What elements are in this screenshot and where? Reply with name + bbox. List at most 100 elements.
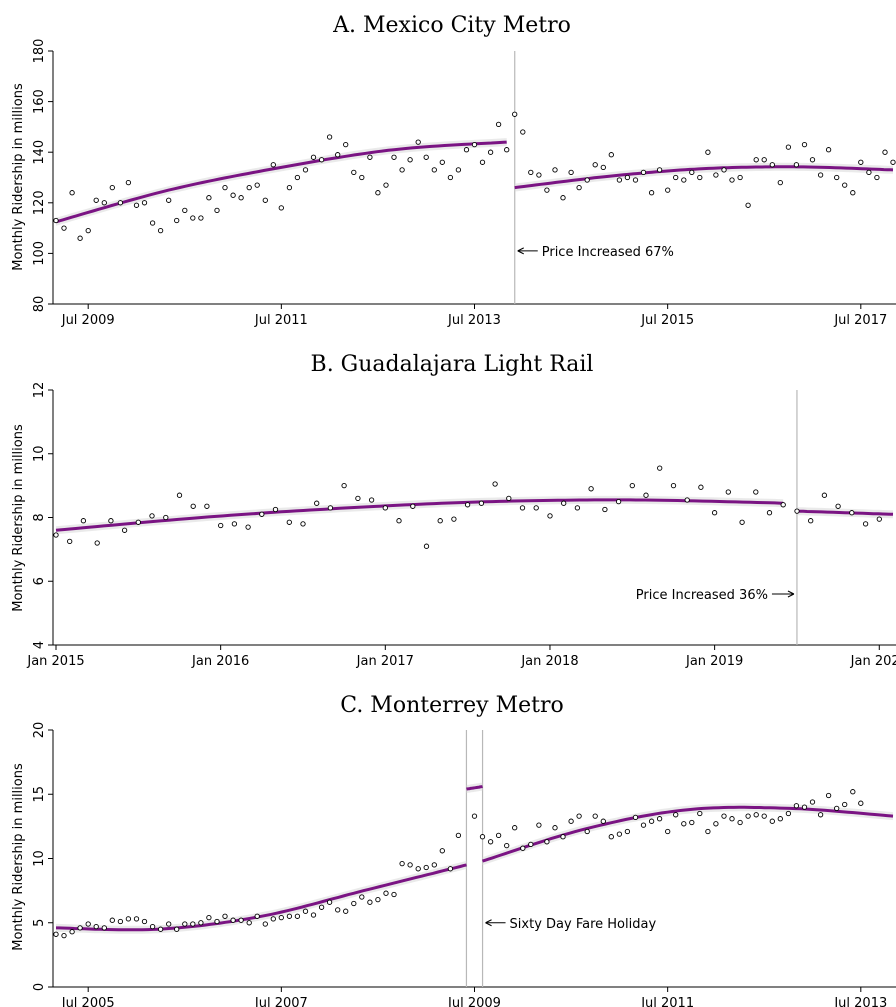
panel-title: A. Mexico City Metro: [332, 13, 571, 38]
data-point: [310, 912, 317, 918]
data-point: [135, 519, 141, 525]
data-point: [850, 789, 856, 795]
x-tick-label: Jan 2016: [191, 654, 249, 669]
data-point: [648, 818, 655, 824]
fit-line: [482, 805, 894, 863]
data-point: [520, 129, 526, 135]
y-tick-label: 140: [32, 140, 47, 165]
data-point: [592, 162, 598, 168]
data-point: [479, 834, 486, 840]
data-point: [270, 916, 276, 922]
data-point: [520, 845, 526, 851]
data-point: [552, 825, 558, 831]
data-point: [218, 522, 224, 529]
data-point: [77, 925, 83, 931]
fit-line: [55, 498, 784, 532]
data-point: [190, 503, 196, 509]
data-point: [643, 492, 649, 498]
data-point: [53, 931, 59, 937]
data-point: [825, 147, 832, 153]
data-point: [684, 497, 690, 503]
data-point: [383, 890, 389, 896]
data-point: [214, 918, 220, 925]
data-point: [176, 492, 183, 498]
data-point: [231, 521, 238, 527]
y-tick-label: 160: [32, 89, 47, 114]
data-point: [478, 500, 485, 506]
x-tick-label: Jul 2009: [447, 996, 501, 1007]
data-point: [108, 518, 114, 524]
x-tick-label: Jul 2013: [447, 313, 501, 328]
data-point: [117, 918, 124, 925]
data-point: [53, 217, 59, 224]
data-point: [238, 917, 244, 923]
data-point: [245, 524, 251, 530]
data-point: [616, 177, 623, 183]
data-point: [182, 921, 188, 927]
data-point: [665, 187, 671, 193]
data-point: [391, 891, 397, 898]
data-point: [793, 803, 800, 809]
data-point: [327, 505, 334, 511]
data-point: [876, 516, 882, 522]
data-point: [785, 144, 792, 150]
x-tick-label: Jul 2015: [640, 313, 694, 328]
data-point: [842, 182, 848, 188]
data-point: [270, 162, 276, 168]
data-point: [608, 834, 614, 840]
data-point: [809, 799, 816, 805]
data-point: [254, 182, 260, 188]
data-point: [94, 540, 100, 546]
data-point: [383, 182, 389, 188]
data-point: [670, 482, 677, 489]
data-point: [584, 177, 590, 183]
data-point: [632, 177, 639, 183]
data-point: [632, 814, 639, 821]
data-point: [182, 207, 188, 214]
data-point: [391, 154, 397, 160]
data-point: [351, 900, 357, 907]
fit-line: [55, 140, 507, 224]
data-point: [447, 866, 454, 872]
data-point: [834, 174, 840, 181]
data-point: [53, 532, 59, 538]
data-point: [602, 506, 608, 513]
data-point: [536, 172, 542, 178]
data-point: [198, 920, 204, 926]
data-point: [753, 812, 759, 818]
data-point: [495, 121, 502, 128]
data-point: [842, 801, 848, 808]
data-point: [326, 134, 333, 140]
data-point: [665, 828, 671, 835]
data-point: [415, 139, 421, 145]
data-point: [769, 818, 775, 824]
data-point: [681, 177, 687, 183]
data-point: [278, 914, 284, 921]
y-tick-label: 10: [32, 850, 47, 867]
data-point: [721, 167, 727, 173]
data-point: [109, 917, 115, 923]
data-point: [355, 495, 361, 502]
data-point: [141, 200, 148, 206]
data-point: [302, 167, 309, 173]
data-point: [745, 813, 751, 819]
data-point: [574, 505, 581, 511]
data-point: [174, 217, 180, 224]
data-point: [415, 866, 421, 872]
data-point: [206, 195, 212, 201]
data-point: [447, 174, 454, 181]
data-point: [262, 921, 268, 927]
data-point: [882, 149, 888, 155]
data-point: [190, 921, 196, 927]
data-point: [382, 505, 388, 511]
data-point: [495, 832, 502, 839]
data-point: [85, 921, 91, 927]
y-tick-label: 12: [32, 382, 47, 399]
data-point: [141, 918, 148, 925]
x-tick-label: Jul 2005: [61, 996, 115, 1007]
data-point: [588, 486, 594, 492]
data-point: [294, 913, 301, 919]
data-point: [858, 800, 864, 806]
data-point: [222, 913, 228, 919]
data-point: [431, 167, 437, 173]
